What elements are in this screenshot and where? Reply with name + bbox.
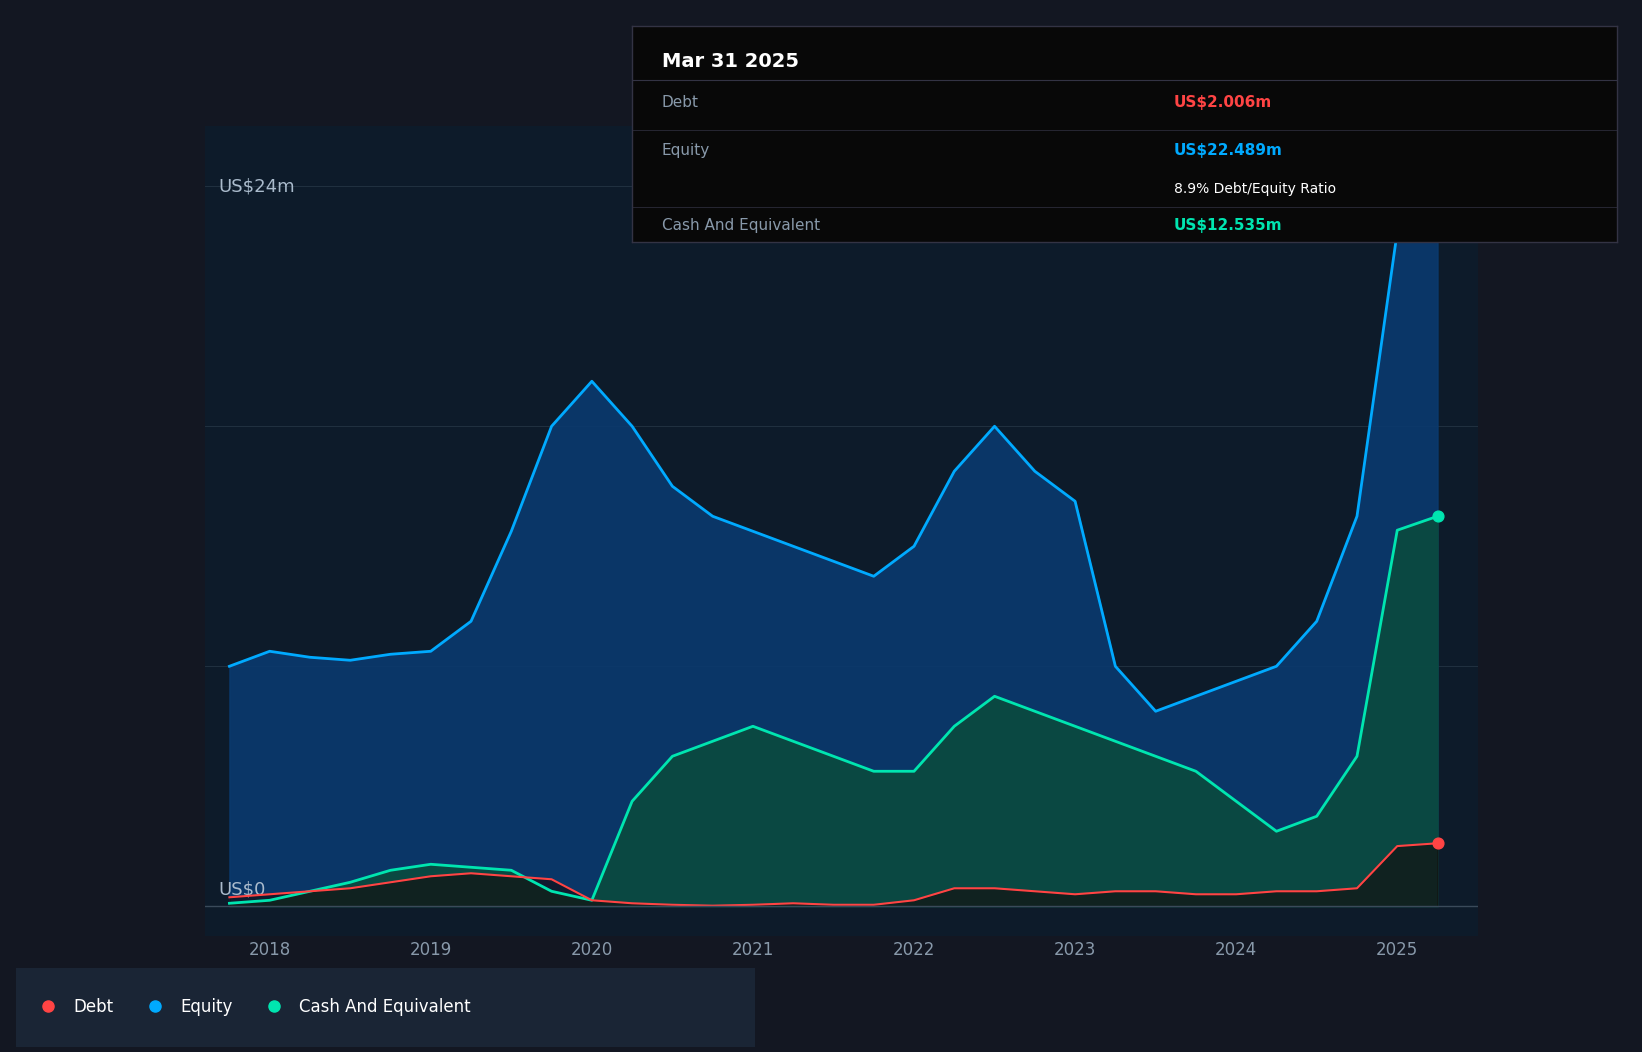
Text: Cash And Equivalent: Cash And Equivalent: [662, 218, 819, 234]
Text: US$22.489m: US$22.489m: [1174, 143, 1282, 158]
Point: [1424, 508, 1450, 525]
Text: 8.9% Debt/Equity Ratio: 8.9% Debt/Equity Ratio: [1174, 182, 1337, 196]
Text: Debt: Debt: [662, 96, 699, 110]
Point: [1424, 835, 1450, 852]
Text: Mar 31 2025: Mar 31 2025: [662, 53, 798, 72]
Text: US$12.535m: US$12.535m: [1174, 218, 1282, 234]
Text: Equity: Equity: [662, 143, 709, 158]
Point: [1424, 202, 1450, 219]
Text: US$24m: US$24m: [218, 177, 294, 195]
Text: US$0: US$0: [218, 881, 266, 898]
Legend: Debt, Equity, Cash And Equivalent: Debt, Equity, Cash And Equivalent: [25, 992, 478, 1023]
Text: US$2.006m: US$2.006m: [1174, 96, 1273, 110]
